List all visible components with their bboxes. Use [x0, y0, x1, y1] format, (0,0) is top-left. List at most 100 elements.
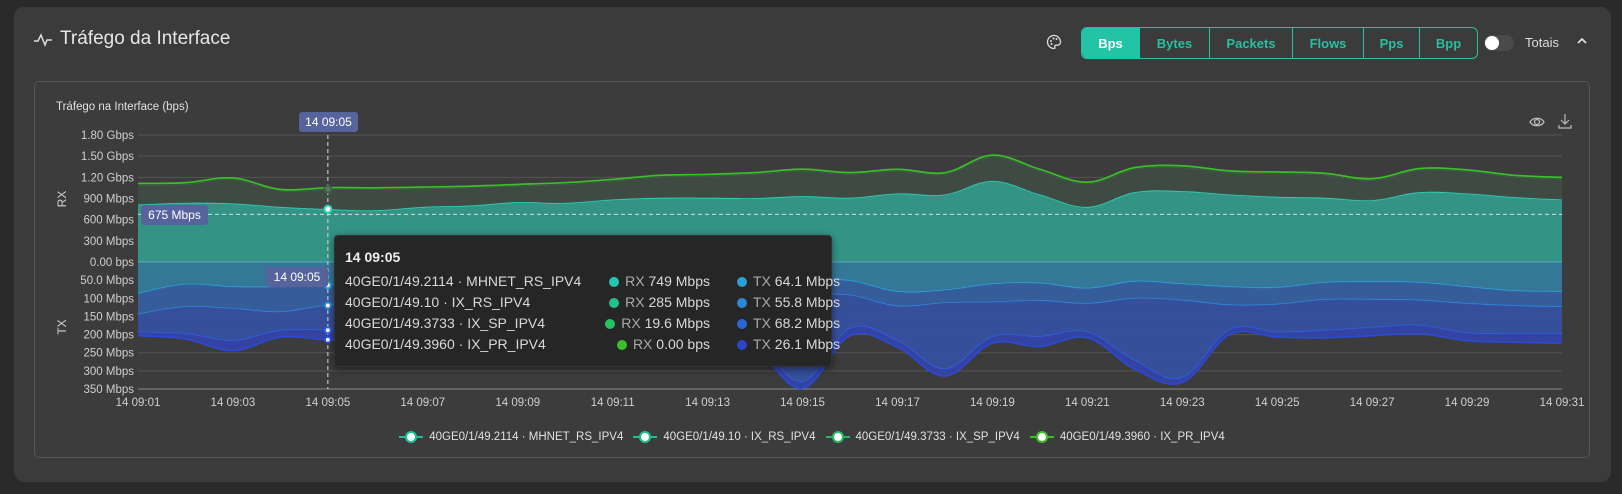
tx-hover-point	[323, 301, 332, 310]
x-tick-label: 14 09:23	[1160, 397, 1205, 409]
eye-icon[interactable]	[1529, 114, 1545, 130]
legend-label: 40GE0/1/49.2114 · MHNET_RS_IPV4	[429, 431, 624, 443]
y-tick-label: 900 Mbps	[83, 194, 134, 206]
metric-button-flows[interactable]: Flows	[1292, 28, 1363, 58]
palette-icon[interactable]	[1046, 34, 1062, 50]
metric-button-bpp[interactable]: Bpp	[1419, 28, 1477, 58]
download-icon[interactable]	[1557, 113, 1573, 129]
rx-label: RX	[632, 336, 653, 352]
panel-title: Tráfego da Interface	[60, 28, 231, 49]
y-tick-label: 350 Mbps	[83, 384, 134, 396]
tooltip-series-name: 40GE0/1/49.3960 · IX_PR_IPV4	[345, 336, 546, 352]
tx-area-3	[138, 325, 1562, 389]
y-tick-label: 250 Mbps	[83, 348, 134, 360]
tooltip-tx: TX 64.1 Mbps	[737, 273, 840, 289]
legend-label: 40GE0/1/49.3960 · IX_PR_IPV4	[1059, 431, 1225, 443]
tx-value: 68.2 Mbps	[774, 315, 841, 331]
legend-label: 40GE0/1/49.10 · IX_RS_IPV4	[663, 431, 816, 443]
legend-marker-icon	[399, 430, 424, 444]
tx-dot-icon	[737, 298, 747, 308]
tx-value: 55.8 Mbps	[774, 294, 841, 310]
y-tick-label: 1.20 Gbps	[81, 172, 134, 184]
tx-axis-label: TX	[55, 319, 69, 334]
rx-value: 285 Mbps	[648, 294, 710, 310]
rx-dot-icon	[609, 277, 620, 287]
rx-hover-point	[323, 184, 333, 194]
chevron-up-icon[interactable]	[1576, 36, 1588, 46]
tooltip-rx: RX 749 Mbps	[609, 273, 710, 289]
tooltip-rx: RX 19.6 Mbps	[605, 315, 710, 331]
tooltip-tx: TX 55.8 Mbps	[737, 294, 840, 310]
activity-icon	[34, 33, 52, 48]
y-axis-pointer-badge: 675 Mbps	[141, 205, 208, 225]
totals-toggle[interactable]	[1484, 35, 1514, 51]
metric-button-pps[interactable]: Pps	[1363, 28, 1419, 58]
y-tick-label: 150 Mbps	[83, 311, 134, 323]
legend-item[interactable]: 40GE0/1/49.3960 · IX_PR_IPV4	[1029, 430, 1225, 444]
y-tick-label: 600 Mbps	[83, 215, 134, 227]
toggle-knob	[1485, 36, 1499, 50]
chart-title: Tráfego na Interface (bps)	[56, 101, 189, 113]
rx-value: 19.6 Mbps	[644, 315, 710, 331]
rx-dot-icon	[616, 340, 627, 350]
metric-button-packets[interactable]: Packets	[1209, 28, 1292, 58]
tx-label: TX	[753, 315, 771, 331]
tooltip-tx: TX 68.2 Mbps	[737, 315, 840, 331]
x-tick-label: 14 09:07	[400, 397, 445, 409]
y-tick-label: 100 Mbps	[83, 293, 134, 305]
legend-item[interactable]: 40GE0/1/49.3733 · IX_SP_IPV4	[825, 430, 1020, 444]
tooltip-time: 14 09:05	[345, 249, 401, 265]
tooltip-row: 40GE0/1/49.10 · IX_RS_IPV4 RX 285 Mbps T…	[345, 294, 840, 314]
legend-marker-icon	[633, 430, 658, 444]
x-tick-label: 14 09:29	[1445, 397, 1490, 409]
tx-hover-point	[323, 326, 332, 335]
x-tick-label: 14 09:05	[305, 397, 350, 409]
chart-legend: 40GE0/1/49.2114 · MHNET_RS_IPV4 40GE0/1/4…	[34, 430, 1590, 444]
x-tick-label: 14 09:13	[685, 397, 730, 409]
totals-label: Totais	[1525, 35, 1559, 50]
tx-label: TX	[753, 336, 771, 352]
tx-dot-icon	[737, 277, 747, 287]
tooltip-series-name: 40GE0/1/49.3733 · IX_SP_IPV4	[345, 315, 546, 331]
x-tick-label: 14 09:01	[116, 397, 161, 409]
x-tick-label: 14 09:19	[970, 397, 1015, 409]
legend-marker-icon	[825, 430, 850, 444]
tx-value: 26.1 Mbps	[774, 336, 841, 352]
tx-dot-icon	[737, 319, 747, 329]
x-axis-pointer-badge: 14 09:05	[299, 112, 358, 132]
rx-label: RX	[621, 315, 641, 331]
y-tick-label: 0.00 bps	[90, 257, 134, 269]
y-tick-label: 1.80 Gbps	[81, 130, 134, 142]
rx-label: RX	[625, 294, 645, 310]
y-tick-label: 200 Mbps	[83, 330, 134, 342]
x-tick-label: 14 09:09	[495, 397, 540, 409]
legend-item[interactable]: 40GE0/1/49.10 · IX_RS_IPV4	[633, 430, 816, 444]
tooltip-row: 40GE0/1/49.3960 · IX_PR_IPV4 RX 0.00 bps…	[345, 336, 840, 356]
legend-label: 40GE0/1/49.3733 · IX_SP_IPV4	[855, 431, 1020, 443]
tx-axis-pointer-badge: 14 09:05	[266, 267, 328, 287]
metric-button-bps[interactable]: Bps	[1082, 28, 1139, 58]
tooltip-tx: TX 26.1 Mbps	[737, 336, 840, 352]
y-tick-label: 50.0 Mbps	[80, 275, 134, 287]
y-tick-label: 300 Mbps	[83, 236, 134, 248]
rx-axis-label: RX	[55, 191, 69, 208]
x-tick-label: 14 09:27	[1350, 397, 1395, 409]
x-tick-label: 14 09:21	[1065, 397, 1110, 409]
x-tick-label: 14 09:15	[780, 397, 825, 409]
legend-item[interactable]: 40GE0/1/49.2114 · MHNET_RS_IPV4	[399, 430, 623, 444]
tx-dot-icon	[737, 340, 747, 350]
tooltip-row: 40GE0/1/49.2114 · MHNET_RS_IPV4 RX 749 M…	[345, 273, 840, 293]
rx-line-3	[137, 154, 1563, 191]
y-tick-label: 1.50 Gbps	[81, 151, 134, 163]
chart-tooltip: 14 09:05 40GE0/1/49.2114 · MHNET_RS_IPV4…	[334, 235, 840, 367]
metric-button-group: Bps Bytes Packets Flows Pps Bpp	[1081, 27, 1478, 59]
x-tick-label: 14 09:31	[1540, 397, 1585, 409]
rx-value: 749 Mbps	[648, 273, 710, 289]
x-tick-label: 14 09:11	[591, 397, 635, 409]
y-tick-label: 300 Mbps	[83, 366, 134, 378]
x-tick-label: 14 09:17	[875, 397, 920, 409]
metric-button-bytes[interactable]: Bytes	[1139, 28, 1209, 58]
tooltip-row: 40GE0/1/49.3733 · IX_SP_IPV4 RX 19.6 Mbp…	[345, 315, 840, 335]
tx-hover-point	[323, 335, 332, 344]
tooltip-rx: RX 0.00 bps	[616, 336, 710, 352]
